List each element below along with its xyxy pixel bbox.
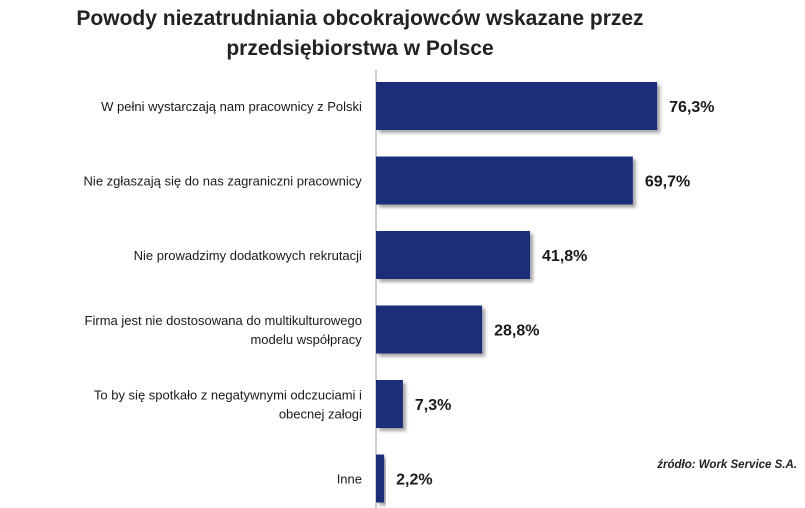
chart-title: Powody niezatrudniania obcokrajowców wsk… [0, 4, 720, 64]
chart-title-line-2: przedsiębiorstwa w Polsce [226, 37, 494, 60]
value-label: 7,3% [415, 397, 451, 414]
value-label: 76,3% [669, 99, 714, 116]
category-label: Nie zgłaszają się do nas zagraniczni pra… [84, 174, 363, 189]
source-note: źródło: Work Service S.A. [657, 459, 797, 471]
value-label: 69,7% [645, 174, 690, 191]
value-label: 41,8% [542, 248, 587, 265]
bars-group: 76,3% W pełni wystarczają nam pracownicy … [84, 70, 715, 508]
value-label: 28,8% [494, 323, 539, 340]
category-label: Nie prowadzimy dodatkowych rekrutacji [134, 248, 362, 263]
category-label: Firma jest nie dostosowana do multikultu… [85, 313, 362, 328]
category-label: modelu współpracy [250, 332, 362, 347]
bar [376, 454, 385, 503]
category-label: W pełni wystarczają nam pracownicy z Pol… [101, 99, 362, 114]
bar [376, 82, 658, 130]
bar [376, 156, 633, 205]
category-label: obecnej załogi [279, 407, 362, 422]
value-label: 2,2% [396, 472, 432, 489]
category-label: Inne [337, 472, 362, 487]
bar [376, 305, 483, 354]
chart-title-line-1: Powody niezatrudniania obcokrajowców wsk… [76, 7, 644, 30]
bar [376, 231, 531, 279]
category-label: To by się spotkało z negatywnymi odczuci… [94, 388, 362, 403]
bar [376, 380, 403, 428]
